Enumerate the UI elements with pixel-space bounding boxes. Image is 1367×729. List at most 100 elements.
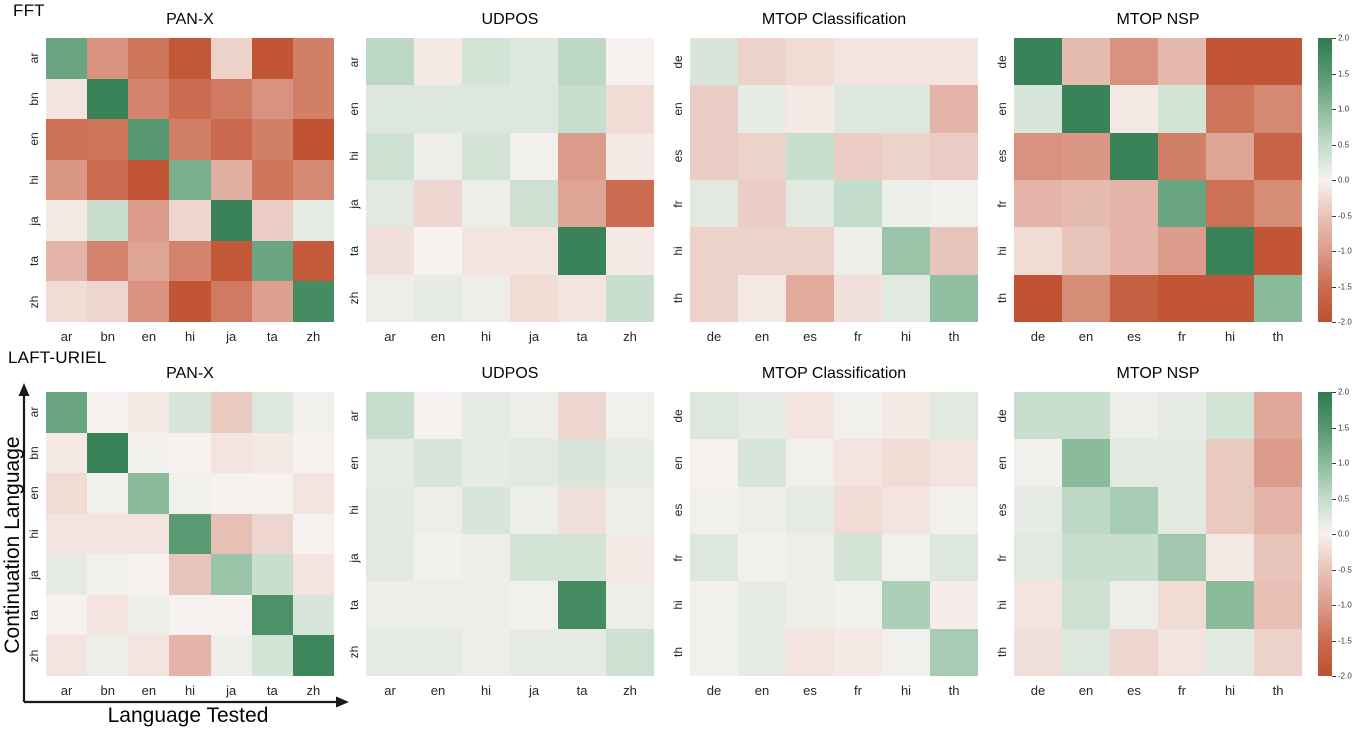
heatmap-cell <box>87 119 129 160</box>
panel-title: MTOP NSP <box>1116 11 1200 28</box>
heatmap-cell <box>292 119 334 160</box>
heatmap-cell <box>1062 227 1110 275</box>
heatmap-cell <box>606 38 654 86</box>
x-tick-label: hi <box>900 329 912 344</box>
colorbar-tick-label: -1.0 <box>1338 246 1352 256</box>
heatmap-cell <box>251 594 293 636</box>
x-tick-label: en <box>1078 683 1094 698</box>
heatmap-cell <box>1014 486 1062 534</box>
y-tick-label: de <box>671 408 685 423</box>
heatmap-cell <box>834 227 882 275</box>
heatmap-cell <box>292 473 334 514</box>
heatmap-cell <box>210 594 252 636</box>
heatmap-cell <box>169 473 211 514</box>
colorbar-tick-label: 0.0 <box>1338 175 1350 185</box>
y-tick-label: th <box>671 647 685 658</box>
x-tick-label: bn <box>100 683 115 698</box>
heatmap-cell <box>462 439 510 487</box>
x-tick-label: fr <box>1178 683 1186 698</box>
x-tick-label: ja <box>226 329 237 344</box>
heatmap-cell <box>46 200 88 241</box>
heatmap-cell <box>786 486 834 534</box>
heatmap-cell <box>882 533 930 582</box>
heatmap-cell <box>558 628 606 676</box>
heatmap-cell <box>128 281 170 322</box>
heatmap-cell <box>1254 581 1302 629</box>
row-group-label-laft-uriel: LAFT-URIEL <box>8 348 107 367</box>
heatmap-cell <box>1062 38 1110 86</box>
heatmap-cell <box>46 392 88 433</box>
heatmap-cell <box>1254 38 1302 86</box>
heatmap-cell <box>1158 227 1206 275</box>
x-tick-label: es <box>1127 683 1141 698</box>
heatmap-cell <box>169 513 211 555</box>
panel-title: PAN-X <box>166 365 214 382</box>
heatmap-cell <box>87 513 129 555</box>
heatmap-cell <box>510 581 558 629</box>
y-tick-label: hi <box>27 175 41 185</box>
heatmap-cell <box>510 486 558 534</box>
heatmap-cell <box>1158 439 1206 487</box>
heatmap-cell <box>128 78 170 120</box>
heatmap-cell <box>46 281 88 322</box>
heatmap-cell <box>87 432 129 474</box>
heatmap-cell <box>1062 274 1110 322</box>
colorbar <box>1318 38 1332 322</box>
x-tick-label: en <box>141 329 157 344</box>
x-tick-label: ta <box>266 683 278 698</box>
x-tick-label: ja <box>528 683 540 698</box>
x-tick-label: es <box>1127 329 1141 344</box>
y-tick-label: fr <box>671 199 685 208</box>
heatmap-cell <box>690 533 738 582</box>
heatmap-cell <box>366 533 414 582</box>
heatmap-cell <box>1206 38 1254 86</box>
heatmap-cell <box>1254 179 1302 228</box>
heatmap-cell <box>1206 132 1254 180</box>
colorbar-tick-label: 0.5 <box>1338 494 1350 503</box>
heatmap-cell <box>606 581 654 629</box>
heatmap-cell <box>510 392 558 440</box>
heatmap-cell <box>882 179 930 228</box>
heatmap-cell <box>414 392 462 440</box>
heatmap-cell <box>292 281 334 322</box>
heatmap-cell <box>292 513 334 555</box>
heatmap-cell <box>690 132 738 180</box>
heatmap-cell <box>1110 274 1158 322</box>
x-tick-label: fr <box>854 329 862 344</box>
x-tick-label: en <box>430 329 446 344</box>
panel-title: PAN-X <box>166 11 214 28</box>
y-tick-label: es <box>671 149 685 163</box>
heatmap-cell <box>834 132 882 180</box>
heatmap-cell <box>292 38 334 79</box>
y-tick-label: hi <box>671 246 685 256</box>
x-tick-label: ar <box>384 683 396 698</box>
x-tick-label: hi <box>1224 329 1236 344</box>
heatmap-cell <box>1158 533 1206 582</box>
heatmap-cell <box>738 392 786 440</box>
heatmap-cell <box>510 274 558 322</box>
heatmap-cell <box>786 179 834 228</box>
heatmap-cell <box>606 439 654 487</box>
y-tick-label: ja <box>27 215 41 226</box>
y-tick-label: ar <box>27 52 41 64</box>
heatmap-cell <box>1158 38 1206 86</box>
heatmap-cell <box>510 85 558 133</box>
heatmap-cell <box>87 594 129 636</box>
heatmap-cell <box>1014 132 1062 180</box>
colorbar-tick-label: 2.0 <box>1338 33 1350 43</box>
y-axis-title: Continuation Language <box>1 436 24 654</box>
heatmap-cell <box>558 38 606 86</box>
heatmap-cell <box>690 85 738 133</box>
heatmap-cell <box>292 159 334 201</box>
x-tick-label: de <box>1030 683 1046 698</box>
x-tick-label: es <box>803 683 817 698</box>
heatmap-cell <box>738 486 786 534</box>
heatmap-cell <box>882 132 930 180</box>
colorbar-tick-label: 1.0 <box>1338 104 1350 114</box>
colorbar-tick-label: -2.0 <box>1338 317 1352 327</box>
heatmap-cell <box>1206 439 1254 487</box>
heatmap-cell <box>1158 628 1206 676</box>
colorbar-tick-label: 1.0 <box>1338 458 1350 468</box>
heatmap-cell <box>1254 274 1302 322</box>
